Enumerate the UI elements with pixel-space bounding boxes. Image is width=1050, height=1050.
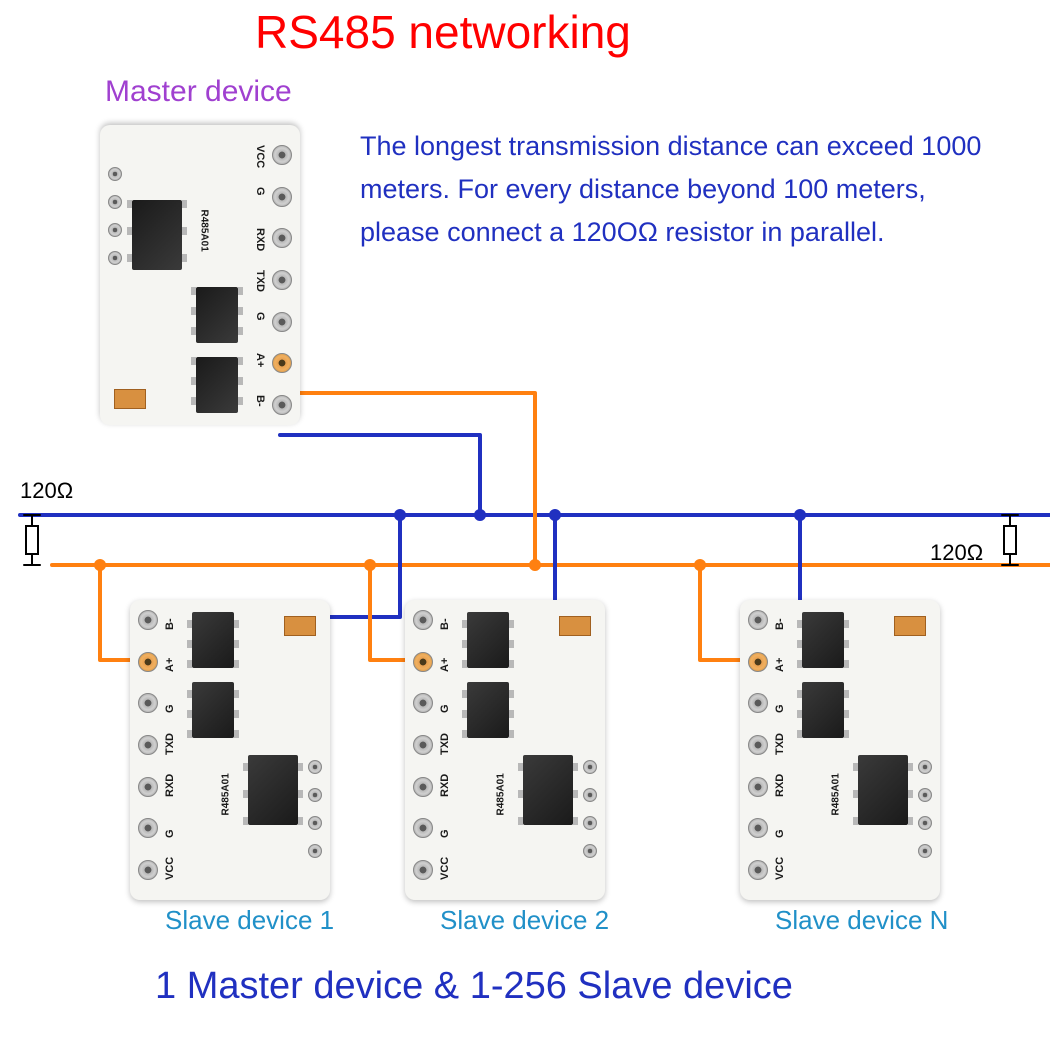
resistor-left-label: 120Ω	[20, 478, 73, 504]
master-device-label: Master device	[105, 75, 292, 109]
pcb-module: B-A+GTXDRXDGVCCR485A01	[130, 600, 330, 900]
diagram-title: RS485 networking	[255, 5, 631, 59]
summary-text: 1 Master device & 1-256 Slave device	[155, 965, 793, 1008]
slave-n-label: Slave device N	[775, 905, 948, 936]
slave-2-label: Slave device 2	[440, 905, 609, 936]
slave-1-label: Slave device 1	[165, 905, 334, 936]
resistor-right-label: 120Ω	[930, 540, 983, 566]
description-text: The longest transmission distance can ex…	[360, 125, 1000, 255]
pcb-module: B-A+GTXDRXDGVCCR485A01	[100, 125, 300, 425]
pcb-module: B-A+GTXDRXDGVCCR485A01	[405, 600, 605, 900]
pcb-module: B-A+GTXDRXDGVCCR485A01	[740, 600, 940, 900]
